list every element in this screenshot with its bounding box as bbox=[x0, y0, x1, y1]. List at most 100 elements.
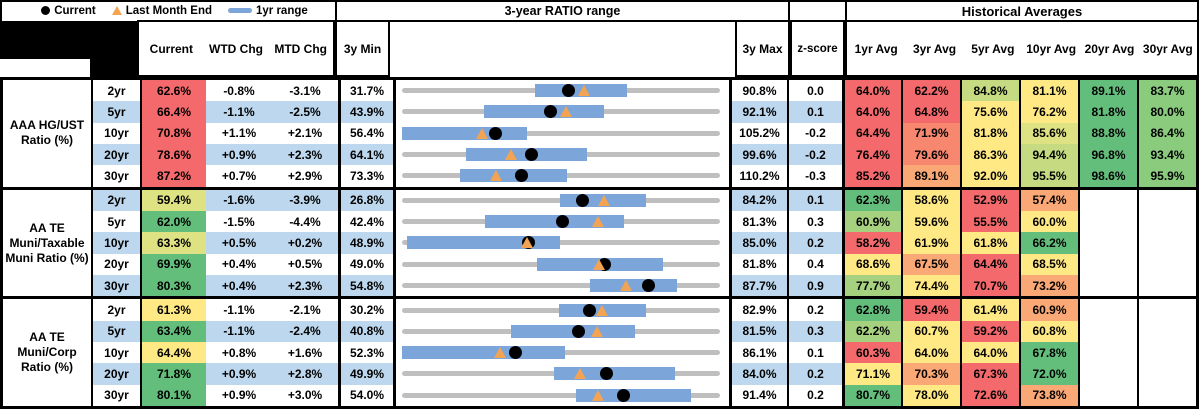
table-row: 10yr 64.4% +0.8% +1.6% 52.3% 86.1% 0.1 60.3% 64.… bbox=[93, 342, 1196, 364]
table-row: 20yr 71.8% +0.9% +2.8% 49.9% 84.0% 0.2 71.1% 70.… bbox=[93, 363, 1196, 385]
min-3y-cell: 48.9% bbox=[338, 232, 393, 254]
avg-cell-10yr: 60.8% bbox=[1019, 320, 1078, 342]
avg-cell-1yr: 60.9% bbox=[842, 211, 901, 233]
avg-20yr-column-header: 20yr Avg bbox=[1084, 41, 1135, 56]
avg-cell-30yr: 95.9% bbox=[1137, 165, 1196, 187]
range-track-area bbox=[402, 275, 720, 296]
avg-cell-3yr: 70.3% bbox=[901, 363, 960, 385]
z-score-cell: 0.9 bbox=[787, 274, 842, 297]
avg-cell-10yr: 73.2% bbox=[1019, 274, 1078, 297]
term-label: 30yr bbox=[104, 388, 129, 403]
z-score-cell: 0.3 bbox=[787, 320, 842, 342]
range-track-area bbox=[402, 385, 720, 406]
max-3y-cell: 81.5% bbox=[732, 320, 787, 342]
avg-cell-30yr: 86.4% bbox=[1137, 122, 1196, 144]
current-column-header: Current bbox=[149, 41, 193, 56]
legend-item-current: Current bbox=[41, 5, 96, 17]
avg-cell-10yr: 94.4% bbox=[1019, 143, 1078, 166]
last-month-end-triangle-marker bbox=[619, 280, 632, 292]
max-3y-cell: 84.0% bbox=[732, 363, 787, 385]
avg-cell-3yr: 60.7% bbox=[901, 320, 960, 342]
avg-cell-10yr: 76.2% bbox=[1019, 101, 1078, 123]
current-cell: 87.2% bbox=[140, 165, 206, 187]
z-score-cell: -0.2 bbox=[787, 143, 842, 166]
range-chart-cell bbox=[393, 232, 732, 254]
range-chart-cell bbox=[393, 143, 732, 166]
avg-cell-1yr: 80.7% bbox=[842, 384, 901, 406]
range-chart-cell bbox=[393, 189, 732, 211]
avg-cell-3yr: 71.9% bbox=[901, 122, 960, 144]
z-score-cell: 0.4 bbox=[787, 253, 842, 275]
current-cell: 59.4% bbox=[140, 189, 206, 211]
range-track-area bbox=[402, 299, 720, 320]
avg-30yr-column-header: 30yr Avg bbox=[1142, 41, 1193, 56]
z-score-cell: 0.2 bbox=[787, 384, 842, 406]
table-row: 2yr 62.6% -0.8% -3.1% 31.7% 90.8% 0.0 64.0% 62.2… bbox=[93, 80, 1196, 102]
max-3y-cell: 81.3% bbox=[742, 214, 777, 229]
range-track-area bbox=[402, 232, 720, 253]
avg-cell-10yr: 68.5% bbox=[1019, 253, 1078, 275]
min-3y-cell: 31.7% bbox=[338, 80, 393, 102]
current-dot-marker bbox=[489, 126, 503, 140]
avg-cell-30yr bbox=[1137, 189, 1196, 211]
mtd-chg-cell: -2.4% bbox=[272, 320, 338, 342]
mtd-chg-cell: -3.9% bbox=[272, 189, 338, 211]
avg-cell-30yr: 83.7% bbox=[1137, 80, 1196, 102]
current-dot-marker bbox=[555, 215, 569, 229]
current-dot-marker bbox=[515, 169, 529, 183]
avg-cell-3yr: 58.6% bbox=[901, 189, 960, 211]
table-row: 30yr 87.2% +0.7% +2.9% 73.3% 110.2% -0.3 85.2% 8… bbox=[93, 165, 1196, 187]
current-cell: 63.4% bbox=[140, 320, 206, 342]
term-label: 2yr bbox=[93, 189, 140, 211]
wtd-chg-cell: +0.9% bbox=[221, 388, 257, 403]
wtd-chg-cell: +0.5% bbox=[206, 232, 272, 254]
mtd-chg-cell: +0.2% bbox=[272, 232, 338, 254]
min-3y-cell: 42.4% bbox=[338, 211, 393, 233]
min-3y-cell: 49.0% bbox=[338, 253, 393, 275]
max-3y-cell: 90.8% bbox=[742, 83, 777, 98]
legend-last-month-end-label: Last Month End bbox=[125, 4, 212, 17]
z-score-cell: 0.0 bbox=[787, 80, 842, 102]
wtd-chg-cell: +0.9% bbox=[206, 363, 272, 385]
max-3y-cell: 87.7% bbox=[732, 274, 787, 297]
avg-cell-30yr bbox=[1137, 253, 1196, 275]
mtd-chg-cell: +2.1% bbox=[287, 126, 323, 141]
table-row: 10yr 70.8% +1.1% +2.1% 56.4% 105.2% -0.2 64.4% 7… bbox=[93, 122, 1196, 144]
avg-cell-20yr bbox=[1078, 189, 1137, 211]
min-3y-cell: 64.1% bbox=[338, 143, 393, 166]
min-3y-cell: 43.9% bbox=[338, 101, 393, 123]
mtd-chg-cell: +2.8% bbox=[272, 363, 338, 385]
last-month-end-triangle-marker bbox=[591, 389, 604, 401]
max-3y-cell: 84.2% bbox=[732, 189, 787, 211]
group-rows: 2yr 59.4% -1.6% -3.9% 26.8% 84.2% 0.1 62.3% 58.6… bbox=[93, 189, 1196, 297]
wtd-chg-cell: +1.1% bbox=[221, 126, 257, 141]
avg-cell-1yr: 77.7% bbox=[842, 274, 901, 297]
avg-cell-5yr: 92.0% bbox=[960, 165, 1019, 187]
last-month-end-triangle-marker bbox=[578, 85, 591, 97]
legend-1yr-range-label: 1yr range bbox=[256, 4, 308, 17]
z-score-cell: -0.2 bbox=[787, 122, 842, 144]
legend-item-1yr-range: 1yr range bbox=[228, 5, 308, 17]
current-dot-marker bbox=[543, 105, 557, 119]
legend-current-label: Current bbox=[54, 4, 96, 17]
last-month-end-triangle-marker bbox=[591, 216, 604, 228]
mtd-chg-cell: -3.1% bbox=[289, 83, 321, 98]
table-row: 10yr 63.3% +0.5% +0.2% 48.9% 85.0% 0.2 58.2% 61.… bbox=[93, 232, 1196, 254]
avg-cell-20yr bbox=[1078, 211, 1137, 233]
min-3y-cell: 40.8% bbox=[338, 320, 393, 342]
max-3y-cell: 91.4% bbox=[742, 388, 777, 403]
range-chart-cell bbox=[393, 253, 732, 275]
avg-cell-30yr bbox=[1137, 384, 1196, 406]
mtd-chg-cell: +1.6% bbox=[287, 345, 323, 360]
wtd-chg-cell: -0.8% bbox=[223, 83, 255, 98]
max-3y-cell: 81.8% bbox=[742, 257, 777, 272]
range-chart-cell bbox=[393, 299, 732, 321]
current-cell: 70.8% bbox=[140, 122, 206, 144]
z-score-cell: 0.3 bbox=[787, 211, 842, 233]
avg-cell-10yr: 85.6% bbox=[1019, 122, 1078, 144]
wtd-chg-cell: -1.1% bbox=[206, 101, 272, 123]
last-month-end-triangle-marker bbox=[490, 170, 503, 182]
range-track-area bbox=[402, 321, 720, 342]
one-year-range-bar bbox=[483, 105, 604, 119]
wtd-chg-cell: -1.6% bbox=[206, 189, 272, 211]
